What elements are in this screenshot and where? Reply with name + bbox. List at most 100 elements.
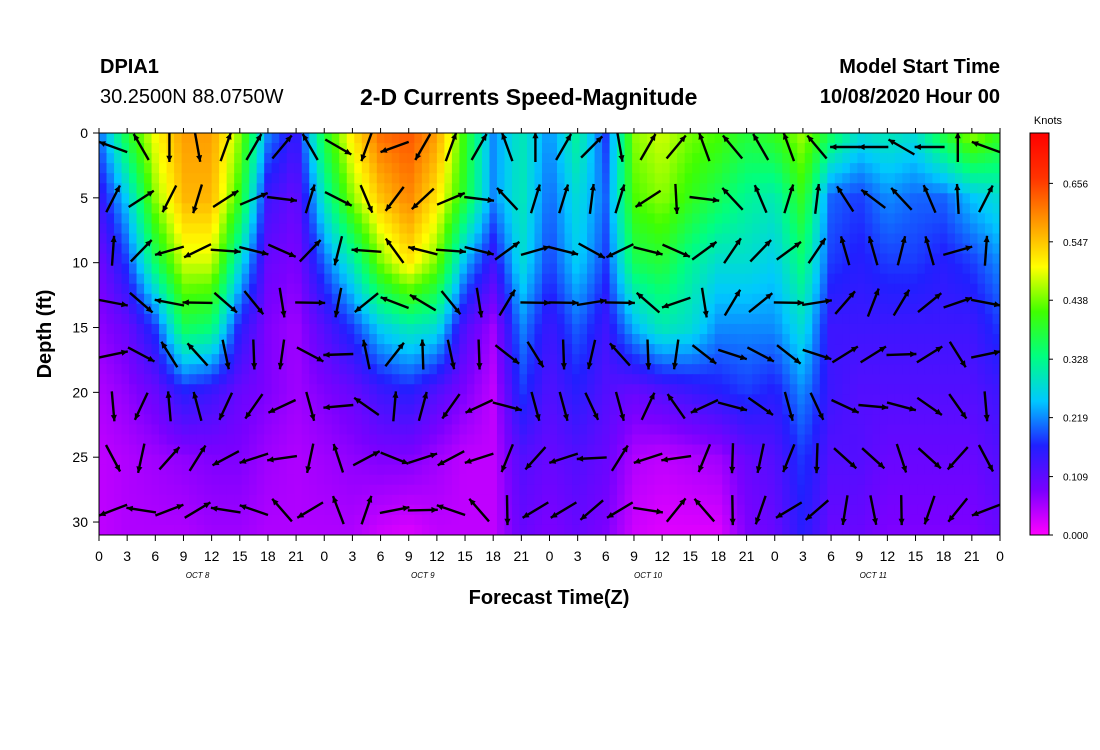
heatmap-cell	[549, 354, 558, 365]
heatmap-cell	[669, 414, 678, 426]
heatmap-cell	[714, 283, 723, 295]
heatmap-cell	[954, 454, 964, 466]
heatmap-cell	[489, 414, 498, 426]
heatmap-cell	[572, 414, 581, 426]
heatmap-cell	[511, 133, 521, 144]
heatmap-cell	[744, 494, 753, 506]
heatmap-cell	[496, 414, 506, 426]
heatmap-cell	[834, 253, 843, 265]
heatmap-cell	[969, 173, 979, 184]
heatmap-cell	[812, 253, 821, 265]
heatmap-cell	[294, 163, 303, 174]
heatmap-cell	[549, 394, 558, 405]
heatmap-cell	[331, 163, 340, 174]
heatmap-cell	[564, 494, 573, 506]
heatmap-cell	[572, 203, 581, 214]
heatmap-cell	[609, 504, 618, 516]
heatmap-cell	[572, 354, 581, 365]
heatmap-cell	[977, 253, 986, 265]
heatmap-cell	[947, 354, 956, 365]
heatmap-cell	[954, 153, 964, 164]
heatmap-cell	[714, 303, 723, 315]
heatmap-cell	[767, 163, 776, 174]
heatmap-cell	[639, 143, 648, 154]
heatmap-cell	[346, 414, 355, 426]
heatmap-cell	[204, 143, 213, 154]
heatmap-cell	[714, 354, 723, 365]
heatmap-cell	[737, 474, 746, 486]
heatmap-cell	[737, 243, 746, 255]
heatmap-cell	[752, 424, 761, 436]
heatmap-cell	[819, 293, 828, 305]
heatmap-cell	[767, 233, 776, 245]
heatmap-cell	[406, 153, 415, 164]
heatmap-cell	[759, 193, 768, 204]
heatmap-cell	[939, 434, 949, 446]
heatmap-cell	[279, 153, 288, 164]
heatmap-cell	[541, 464, 551, 476]
heatmap-cell	[827, 153, 836, 164]
heatmap-cell	[241, 153, 250, 164]
heatmap-cell	[752, 344, 761, 355]
heatmap-cell	[549, 233, 558, 245]
heatmap-cell	[692, 464, 701, 476]
heatmap-cell	[504, 394, 513, 405]
heatmap-cell	[219, 253, 228, 265]
heatmap-cell	[587, 263, 596, 275]
heatmap-cell	[369, 243, 378, 255]
heatmap-cell	[211, 223, 220, 235]
heatmap-cell	[834, 394, 843, 405]
heatmap-cell	[331, 183, 340, 194]
heatmap-cell	[249, 183, 258, 194]
heatmap-cell	[812, 424, 821, 436]
heatmap-cell	[376, 263, 385, 275]
heatmap-cell	[286, 203, 295, 214]
heatmap-cell	[804, 253, 813, 265]
heatmap-cell	[99, 253, 108, 265]
heatmap-cell	[947, 223, 956, 235]
heatmap-cell	[346, 153, 355, 164]
heatmap-cell	[857, 354, 866, 365]
heatmap-cell	[204, 293, 213, 305]
heatmap-cell	[519, 514, 528, 526]
heatmap-cell	[234, 283, 243, 295]
heatmap-cell	[136, 153, 145, 164]
current-arrowhead	[146, 190, 154, 197]
heatmap-cell	[271, 183, 280, 194]
heatmap-cell	[294, 243, 303, 255]
heatmap-cell	[481, 464, 491, 476]
heatmap-cell	[481, 384, 491, 395]
heatmap-cell	[939, 243, 949, 255]
heatmap-cell	[181, 153, 190, 164]
heatmap-cell	[234, 313, 243, 325]
heatmap-cell	[256, 143, 265, 154]
heatmap-cell	[271, 153, 280, 164]
heatmap-cell	[346, 133, 355, 144]
heatmap-cell	[324, 414, 333, 426]
heatmap-cell	[496, 454, 506, 466]
heatmap-cell	[947, 323, 956, 335]
heatmap-cell	[624, 414, 633, 426]
heatmap-cell	[166, 384, 175, 395]
heatmap-cell	[159, 434, 168, 446]
heatmap-cell	[932, 514, 941, 526]
heatmap-cell	[947, 143, 956, 154]
heatmap-cell	[511, 464, 521, 476]
heatmap-cell	[136, 514, 145, 526]
heatmap-cell	[662, 323, 671, 335]
heatmap-cell	[834, 364, 843, 375]
heatmap-cell	[624, 133, 633, 144]
heatmap-cell	[316, 173, 325, 184]
heatmap-cell	[339, 223, 348, 235]
heatmap-cell	[812, 153, 821, 164]
heatmap-cell	[624, 334, 633, 345]
heatmap-cell	[316, 374, 325, 385]
heatmap-cell	[872, 263, 881, 275]
heatmap-cell	[519, 183, 528, 194]
heatmap-cell	[804, 323, 813, 335]
heatmap-cell	[414, 404, 423, 415]
heatmap-cell	[99, 173, 108, 184]
heatmap-cell	[534, 253, 543, 265]
heatmap-cell	[219, 474, 228, 486]
heatmap-cell	[406, 263, 415, 275]
